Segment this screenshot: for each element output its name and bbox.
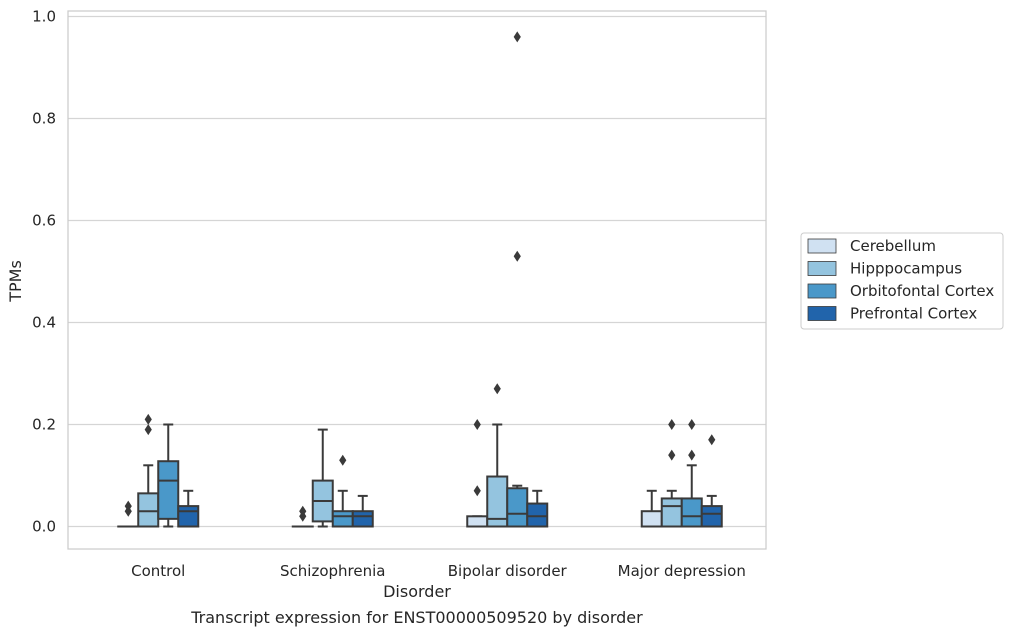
legend-swatch [807,238,837,254]
y-tick-label: 0.6 [32,212,56,230]
x-axis-label: Disorder [383,582,451,601]
box-prefrontal-cortex [700,434,723,528]
box-body [640,510,663,528]
y-axis-ticks: 0.0 0.2 0.4 0.6 0.8 1.0 [32,8,56,536]
legend-label: Prefrontal Cortex [850,305,977,323]
outlier-point [299,505,307,517]
x-axis-ticks: Control Schizophrenia Bipolar disorder Majo… [131,562,746,580]
box-cerebellum [640,489,663,528]
box-body [506,487,529,528]
outlier-point [473,485,481,497]
outlier-point [144,413,152,425]
outlier-point [708,434,716,446]
box-cerebellum [466,419,489,528]
legend-frame [800,232,1004,330]
legend-label: Hipppocampus [850,260,962,278]
box-hipppocampus [311,428,334,528]
x-tick-label: Schizophrenia [280,562,385,580]
box-body [137,492,160,528]
box-prefrontal-cortex [526,489,549,528]
outlier-point [688,419,696,430]
box-body [466,515,489,528]
y-axis-label: TPMs [6,260,25,303]
legend-swatch [807,261,837,276]
box-body [331,510,354,528]
legend-label: Cerebellum [850,237,936,255]
outlier-point [493,383,501,395]
box-orbitofontal-cortex [331,454,354,528]
outlier-point [473,419,481,430]
y-tick-label: 0.4 [32,314,56,332]
box-orbitofontal-cortex [506,31,529,528]
box-cerebellum [291,505,314,528]
box-hipppocampus [660,419,683,528]
box-body [157,460,180,520]
box-plot-marks [117,31,723,528]
x-tick-label: Bipolar disorder [448,562,568,580]
chart-caption: Transcript expression for ENST0000050952… [190,608,643,627]
box-body [680,497,703,528]
box-body [177,505,200,528]
legend-swatch [807,283,837,299]
plot-frame [67,10,767,550]
x-tick-label: Major depression [618,562,746,580]
box-hipppocampus [137,413,160,528]
legend-items: Cerebellum Hipppocampus Orbitofontal Corte… [807,237,994,323]
y-tick-label: 1.0 [32,8,56,26]
grid-lines [68,15,766,528]
box-body [526,502,549,528]
outlier-point [339,454,347,466]
outlier-point [668,449,676,461]
legend-swatch [807,306,837,321]
box-body [700,505,723,528]
outlier-point [688,449,696,461]
x-tick-label: Control [131,562,185,580]
box-body [660,497,683,528]
box-orbitofontal-cortex [157,423,180,528]
y-tick-label: 0.0 [32,518,56,536]
box-prefrontal-cortex [351,494,374,528]
box-prefrontal-cortex [177,489,200,528]
outlier-point [144,424,152,436]
outlier-point [668,419,676,430]
y-tick-label: 0.2 [32,416,56,434]
box-body [351,510,374,528]
outlier-point [513,250,521,262]
legend: Cerebellum Hipppocampus Orbitofontal Corte… [800,232,1004,330]
y-tick-label: 0.8 [32,110,56,128]
outlier-point [124,500,132,512]
box-orbitofontal-cortex [680,419,703,528]
legend-label: Orbitofontal Cortex [850,282,994,300]
outlier-point [513,31,521,43]
box-hipppocampus [486,383,509,528]
box-cerebellum [117,500,140,528]
